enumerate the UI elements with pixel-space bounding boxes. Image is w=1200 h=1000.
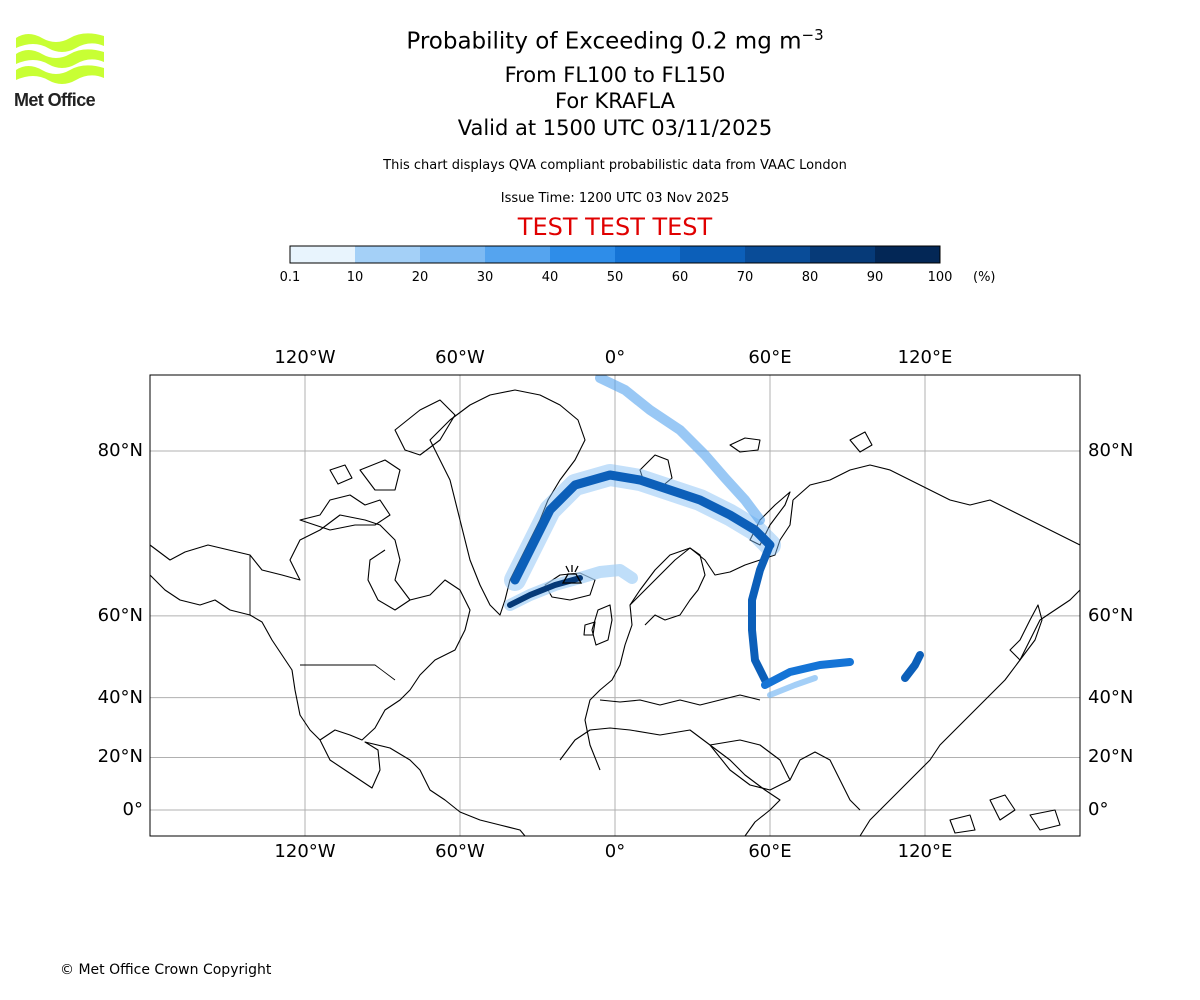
colorbar-tick-label: 40 xyxy=(541,270,559,285)
colorbar-swatch xyxy=(355,246,421,263)
plume-central-asia-b xyxy=(767,675,818,698)
colorbar-tick-label: 60 xyxy=(671,270,689,285)
mediterranean-north xyxy=(599,694,761,706)
latitude-label-left: 40°N xyxy=(97,686,143,708)
plume-urals-south xyxy=(748,541,774,684)
iceland-coast xyxy=(544,572,596,601)
chart-title: Probability of Exceeding 0.2 mg m−3 xyxy=(406,26,824,55)
latitude-label-right: 80°N xyxy=(1088,440,1134,461)
colorbar-swatch xyxy=(290,246,356,263)
latitude-label-right: 40°N xyxy=(1088,686,1134,708)
plume-iceland-west xyxy=(504,564,638,611)
plume-iceland-west-core xyxy=(507,575,583,608)
asia-north-coast xyxy=(792,464,1080,546)
colorbar-tick-label: 20 xyxy=(411,270,429,285)
longitude-label-bottom: 120°W xyxy=(274,841,336,862)
colorbar-tick-label: 0.1 xyxy=(279,270,301,285)
europe-coast xyxy=(584,499,794,771)
test-banner: TEST TEST TEST xyxy=(517,213,713,241)
greenland-coast xyxy=(429,389,586,616)
longitude-label-top: 60°E xyxy=(748,347,792,368)
longitude-label-bottom: 0° xyxy=(604,841,626,862)
copyright-notice: © Met Office Crown Copyright xyxy=(60,962,272,978)
colorbar-swatch xyxy=(745,246,811,263)
us-border xyxy=(300,664,396,681)
colorbar-swatch xyxy=(680,246,746,263)
novaya-zemlya xyxy=(749,491,791,546)
flight-level-range: From FL100 to FL150 xyxy=(504,63,726,87)
latitude-label-left: 60°N xyxy=(97,604,143,626)
uk-coast xyxy=(591,604,613,646)
longitude-label-top: 0° xyxy=(604,347,626,368)
volcano-name: For KRAFLA xyxy=(555,89,675,113)
colorbar-swatch xyxy=(810,246,876,263)
colorbar-swatch xyxy=(485,246,551,263)
plume-greenland-arc-outer xyxy=(504,464,781,591)
colorbar-tick-label: 50 xyxy=(606,270,624,285)
met-office-logo: Met Office xyxy=(14,30,106,112)
latitude-label-left: 80°N xyxy=(97,440,143,461)
valid-time: Valid at 1500 UTC 03/11/2025 xyxy=(457,116,773,140)
colorbar-tick-label: 30 xyxy=(476,270,494,285)
alaska-coast xyxy=(150,574,321,741)
longitude-label-top: 120°W xyxy=(274,347,336,368)
plume-greenland-arc xyxy=(510,470,775,585)
latitude-label-right: 0° xyxy=(1088,799,1109,820)
latitude-label-left: 20°N xyxy=(97,746,143,768)
colorbar-tick-label: 80 xyxy=(801,270,819,285)
latitude-label-right: 20°N xyxy=(1088,746,1134,768)
colorbar-swatch xyxy=(420,246,486,263)
volcano-icon xyxy=(561,565,583,584)
hudson-bay xyxy=(367,549,411,611)
longitude-label-bottom: 60°E xyxy=(748,841,792,862)
longitude-label-top: 60°W xyxy=(435,347,485,368)
issue-time: Issue Time: 1200 UTC 03 Nov 2025 xyxy=(500,191,730,206)
plume-central-asia xyxy=(761,658,854,689)
scandinavia-coast xyxy=(629,547,706,626)
north-america-coast xyxy=(150,514,526,836)
colorbar-tick-label: 10 xyxy=(346,270,364,285)
colorbar-swatch xyxy=(615,246,681,263)
longitude-label-top: 120°E xyxy=(897,347,953,368)
colorbar-tick-label: 90 xyxy=(866,270,884,285)
colorbar-tick-label: 70 xyxy=(736,270,754,285)
compliance-note: This chart displays QVA compliant probab… xyxy=(383,158,847,173)
colorbar-swatch xyxy=(550,246,616,263)
latitude-label-right: 60°N xyxy=(1088,604,1134,626)
colorbar-swatch xyxy=(875,246,941,263)
svalbard-coast xyxy=(639,454,673,489)
asia-east-coast xyxy=(859,589,1080,836)
colorbar-tick-label: 100 xyxy=(927,270,953,285)
longitude-label-bottom: 60°W xyxy=(435,841,485,862)
arabia-coast xyxy=(709,739,791,791)
latitude-label-left: 0° xyxy=(122,799,143,820)
japan-coast xyxy=(1009,604,1043,661)
plume-north-streak xyxy=(595,375,765,525)
longitude-label-bottom: 120°E xyxy=(897,841,953,862)
colorbar-unit: (%) xyxy=(973,270,996,285)
met-office-waves-icon xyxy=(16,33,104,84)
plume-east-asia xyxy=(901,651,924,682)
india-coast xyxy=(789,751,861,811)
logo-text: Met Office xyxy=(14,90,96,110)
africa-coast xyxy=(559,727,781,836)
